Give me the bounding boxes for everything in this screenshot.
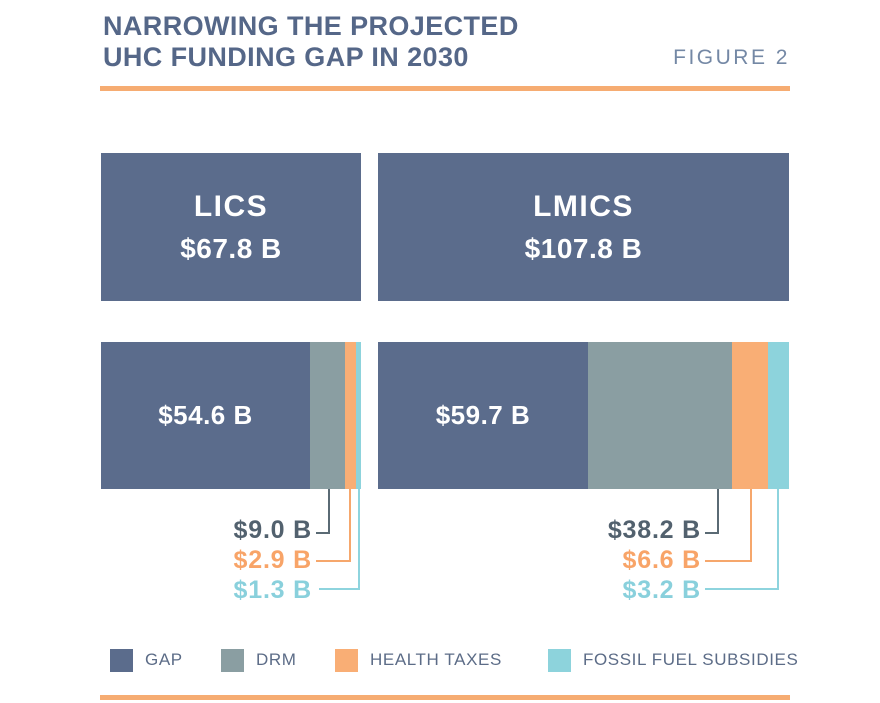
legend-label-fossil-fuel-subsidies: FOSSIL FUEL SUBSIDIES <box>583 650 799 669</box>
lmics-drm-segment <box>588 342 732 489</box>
lics-health-taxes-value: $2.9 B <box>233 546 312 574</box>
lics-gap-value: $54.6 B <box>158 400 253 430</box>
lics-drm-segment <box>310 342 345 489</box>
legend-label-health-taxes: HEALTH TAXES <box>370 650 502 669</box>
legend-item-gap: GAP <box>110 648 183 672</box>
lmics-gap-value: $59.7 B <box>435 400 531 430</box>
lmics-fossil-fuel-segment <box>768 342 789 489</box>
legend-label-gap: GAP <box>145 650 183 669</box>
lmics-fossil-fuel-value: $3.2 B <box>622 576 701 604</box>
legend-item-health-taxes: HEALTH TAXES <box>335 648 502 672</box>
total-block-lmics-value: $107.8 B <box>524 232 643 264</box>
lics-fossil-fuel-segment <box>356 342 361 489</box>
stacked-bar-lmics: $59.7 B <box>378 342 789 489</box>
lmics-drm-callout-line <box>705 489 719 534</box>
lics-health-taxes-callout-line <box>316 489 351 562</box>
lics-health-taxes-segment <box>345 342 356 489</box>
lmics-health-taxes-value: $6.6 B <box>622 546 701 574</box>
health-taxes-swatch-icon <box>335 648 358 672</box>
stacked-bar-lics: $54.6 B <box>101 342 361 489</box>
figure-number-label: FIGURE 2 <box>673 46 790 69</box>
figure-title-line2: UHC FUNDING GAP IN 2030 <box>103 42 469 72</box>
lmics-drm-value: $38.2 B <box>607 516 701 544</box>
lmics-gap-segment: $59.7 B <box>378 342 588 489</box>
lics-drm-value: $9.0 B <box>233 516 312 544</box>
figure-title: NARROWING THE PROJECTED UHC FUNDING GAP … <box>103 11 519 73</box>
lmics-health-taxes-callout-line <box>705 489 752 562</box>
lmics-fossil-fuel-callout-line <box>705 489 779 590</box>
lics-fossil-fuel-callout-line <box>319 489 360 590</box>
total-block-lics-value: $67.8 B <box>180 232 282 264</box>
total-block-lmics: LMICS $107.8 B <box>378 153 789 301</box>
top-accent-rule <box>100 86 790 91</box>
legend-item-drm: DRM <box>221 648 297 672</box>
fossil-fuel-swatch-icon <box>548 648 571 672</box>
bottom-accent-rule <box>100 695 790 700</box>
lics-gap-segment: $54.6 B <box>101 342 310 489</box>
total-block-lmics-name: LMICS <box>533 189 634 223</box>
drm-swatch-icon <box>221 648 244 672</box>
total-block-lics-name: LICS <box>193 189 269 223</box>
figure-title-line1: NARROWING THE PROJECTED <box>103 11 519 41</box>
legend-label-drm: DRM <box>256 650 297 669</box>
lmics-health-taxes-segment <box>732 342 768 489</box>
gap-swatch-icon <box>110 648 133 672</box>
legend-item-fossil-fuel-subsidies: FOSSIL FUEL SUBSIDIES <box>548 648 798 672</box>
total-block-lics: LICS $67.8 B <box>101 153 361 301</box>
lics-fossil-fuel-value: $1.3 B <box>233 576 312 604</box>
lics-drm-callout-line <box>316 489 330 534</box>
